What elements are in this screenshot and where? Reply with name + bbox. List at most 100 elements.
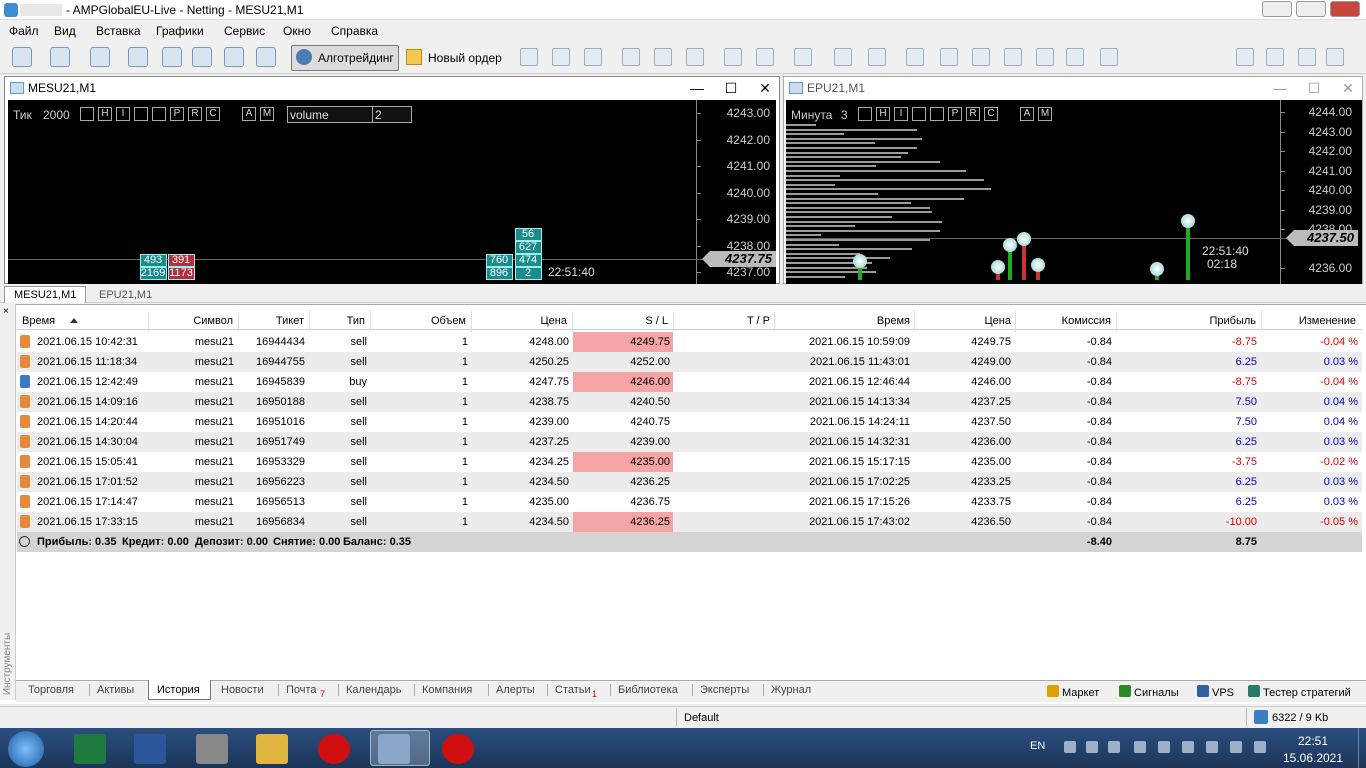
tool-button[interactable]: P — [170, 107, 184, 121]
bottom-tab[interactable]: Статьи — [555, 684, 591, 696]
taskbar-app[interactable] — [196, 734, 228, 764]
taskbar-app[interactable] — [318, 734, 350, 764]
toolbar-icon[interactable] — [1266, 48, 1284, 66]
tray-icon[interactable] — [1254, 741, 1266, 753]
tool-button[interactable] — [80, 107, 94, 121]
tool-button[interactable] — [134, 107, 148, 121]
chart-tab-active[interactable] — [4, 286, 86, 303]
table-row[interactable] — [17, 372, 1362, 392]
column-header[interactable]: Прибыль — [1209, 315, 1256, 327]
bottom-tab[interactable]: История — [157, 684, 200, 696]
column-header[interactable]: Объем — [430, 315, 466, 327]
column-header[interactable]: Тикет — [275, 315, 304, 327]
tray-icon[interactable] — [1064, 741, 1076, 753]
show-desktop[interactable] — [1358, 728, 1366, 768]
chart-tab[interactable]: EPU21,M1 — [99, 289, 153, 301]
table-row[interactable] — [17, 472, 1362, 492]
tray-icon[interactable] — [1182, 741, 1194, 753]
close-button[interactable]: × — [3, 306, 9, 317]
tool-button[interactable]: H — [98, 107, 112, 121]
tool-button[interactable]: P — [948, 107, 962, 121]
tool-button[interactable]: C — [984, 107, 998, 121]
bottom-tab[interactable]: Активы — [97, 684, 135, 696]
tray-icon[interactable] — [1086, 741, 1098, 753]
table-row[interactable] — [17, 432, 1362, 452]
taskbar-app[interactable] — [256, 734, 288, 764]
bottom-tab[interactable]: Библиотека — [618, 684, 678, 696]
tool-button[interactable]: A — [242, 107, 256, 121]
toolbar-icon[interactable] — [1298, 48, 1316, 66]
menu-item[interactable]: Справка — [331, 24, 379, 38]
toolbar-icon[interactable] — [940, 48, 958, 66]
column-header[interactable]: Изменение — [1298, 315, 1356, 327]
toolbar-icon[interactable] — [1004, 48, 1022, 66]
toolbar-icon[interactable] — [1036, 48, 1054, 66]
param-spin[interactable] — [372, 106, 412, 123]
toolbar-icon[interactable] — [50, 47, 70, 67]
start-button[interactable] — [8, 731, 44, 767]
tool-button[interactable]: M — [260, 107, 274, 121]
tray-icon[interactable] — [1230, 741, 1242, 753]
column-header[interactable]: Цена — [540, 315, 567, 327]
right-tab[interactable]: Маркет — [1062, 687, 1100, 699]
table-row[interactable] — [17, 332, 1362, 352]
menu-item[interactable]: Окно — [283, 24, 311, 38]
column-header[interactable]: S / L — [645, 315, 668, 327]
expand-icon[interactable] — [19, 536, 30, 547]
menu-item[interactable]: Вид — [54, 24, 76, 38]
tool-button[interactable] — [912, 107, 926, 121]
toolbar-icon[interactable] — [1100, 48, 1118, 66]
tray-icon[interactable] — [1134, 741, 1146, 753]
bottom-tab[interactable]: Почта — [286, 684, 317, 696]
chart-control[interactable]: — — [1273, 80, 1287, 96]
tool-button[interactable] — [894, 107, 908, 121]
chart-tab[interactable]: MESU21,M1 — [14, 289, 77, 301]
tool-button[interactable] — [152, 107, 166, 121]
tool-button[interactable]: R — [966, 107, 980, 121]
tool-button[interactable]: A — [1020, 107, 1034, 121]
toolbar-icon[interactable] — [552, 48, 570, 66]
toolbar-icon[interactable] — [724, 48, 742, 66]
toolbar-icon[interactable] — [1066, 48, 1084, 66]
toolbar-icon[interactable] — [1326, 48, 1344, 66]
window-control[interactable] — [1330, 1, 1360, 17]
column-header[interactable]: Тип — [346, 315, 365, 327]
chart-control[interactable]: ✕ — [1342, 80, 1354, 96]
toolbar-icon[interactable] — [256, 47, 276, 67]
tray-icon[interactable] — [1206, 741, 1218, 753]
toolbar-icon[interactable] — [834, 48, 852, 66]
tool-button[interactable] — [930, 107, 944, 121]
toolbar-icon[interactable] — [622, 48, 640, 66]
chart-control[interactable]: ✕ — [759, 80, 771, 96]
right-tab[interactable]: Тестер стратегий — [1263, 687, 1351, 699]
table-row[interactable] — [17, 352, 1362, 372]
tool-button[interactable] — [858, 107, 872, 121]
bottom-tab[interactable]: Торговля — [28, 684, 74, 696]
menu-item[interactable]: Файл — [9, 24, 39, 38]
column-header[interactable]: Символ — [193, 315, 233, 327]
toolbar-icon[interactable] — [972, 48, 990, 66]
toolbar-icon[interactable] — [128, 47, 148, 67]
bottom-tab[interactable]: Календарь — [346, 684, 402, 696]
column-header[interactable]: Время — [876, 315, 910, 327]
table-row[interactable] — [17, 512, 1362, 532]
menu-item[interactable]: Сервис — [224, 24, 266, 38]
column-header[interactable]: Цена — [984, 315, 1011, 327]
taskbar-app[interactable] — [442, 734, 474, 764]
toolbar-icon[interactable] — [906, 48, 924, 66]
table-row[interactable] — [17, 392, 1362, 412]
bottom-tab[interactable]: Алерты — [496, 684, 535, 696]
new-order-label[interactable]: Новый ордер — [428, 51, 502, 65]
chart-control[interactable]: ☐ — [1307, 80, 1321, 96]
bottom-tab[interactable]: Компания — [422, 684, 473, 696]
toolbar-icon[interactable] — [686, 48, 704, 66]
tool-button[interactable]: R — [188, 107, 202, 121]
right-tab[interactable]: VPS — [1212, 687, 1235, 699]
bottom-tab[interactable]: Эксперты — [700, 684, 750, 696]
menu-item[interactable]: Графики — [156, 24, 204, 38]
toolbar-icon[interactable] — [90, 47, 110, 67]
toolbar-icon[interactable] — [162, 47, 182, 67]
tool-button[interactable]: H — [876, 107, 890, 121]
column-header[interactable]: Время — [22, 315, 56, 327]
toolbar-icon[interactable] — [794, 48, 812, 66]
